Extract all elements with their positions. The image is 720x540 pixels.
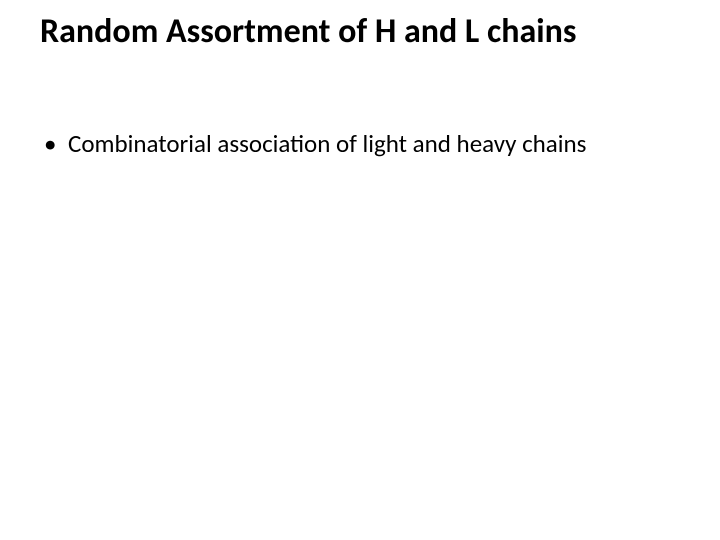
list-item: Combinatorial association of light and h…	[40, 128, 680, 159]
slide: Random Assortment of H and L chains Comb…	[0, 0, 720, 540]
slide-body: Combinatorial association of light and h…	[40, 128, 680, 159]
bullet-list: Combinatorial association of light and h…	[40, 128, 680, 159]
bullet-text: Combinatorial association of light and h…	[68, 128, 586, 159]
slide-title: Random Assortment of H and L chains	[40, 12, 680, 51]
